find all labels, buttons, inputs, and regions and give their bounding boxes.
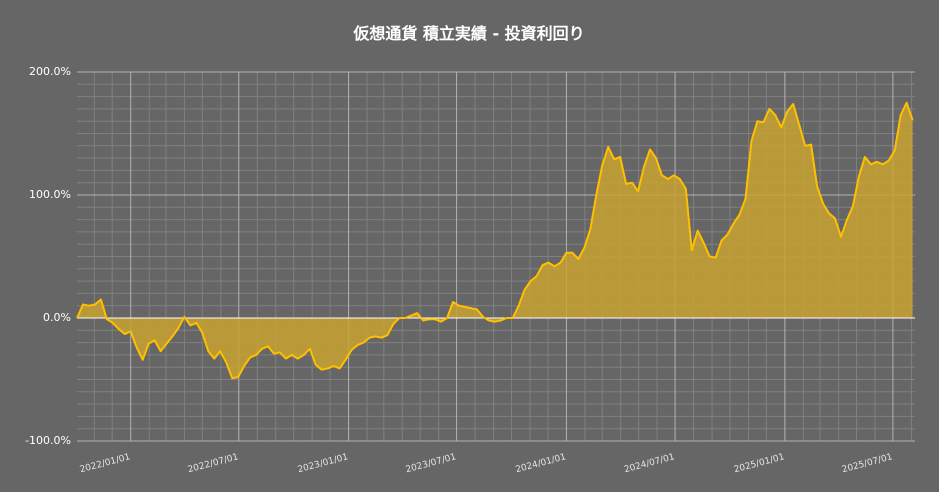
y-tick-label: 0.0% (43, 311, 71, 324)
y-tick-label: 100.0% (29, 188, 71, 201)
area (77, 102, 913, 379)
y-tick-label: 200.0% (29, 65, 71, 78)
chart-title: 仮想通貨 積立実績 - 投資利回り (352, 24, 584, 43)
y-tick-label: -100.0% (25, 434, 71, 447)
line (76, 101, 914, 380)
